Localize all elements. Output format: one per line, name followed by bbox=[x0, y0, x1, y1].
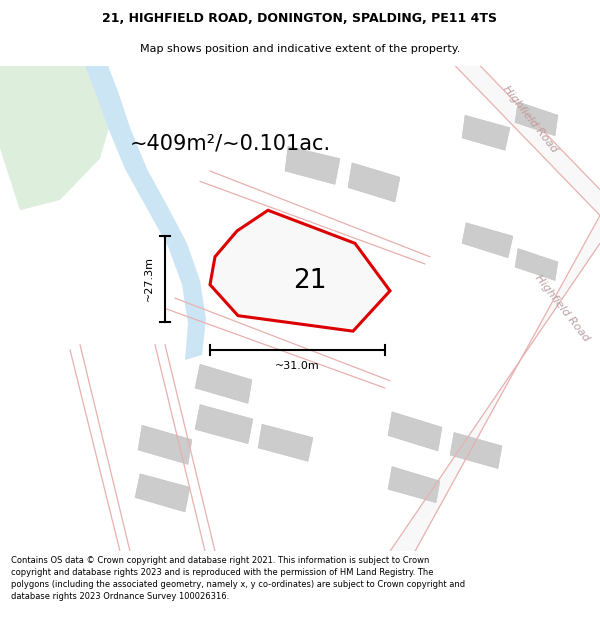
Text: ~31.0m: ~31.0m bbox=[275, 361, 320, 371]
Polygon shape bbox=[348, 162, 400, 202]
Polygon shape bbox=[138, 425, 192, 464]
Polygon shape bbox=[462, 222, 513, 258]
Polygon shape bbox=[0, 66, 115, 210]
Text: ~27.3m: ~27.3m bbox=[144, 256, 154, 301]
Polygon shape bbox=[455, 66, 600, 216]
Polygon shape bbox=[388, 466, 440, 503]
Text: 21: 21 bbox=[293, 268, 327, 294]
Text: Contains OS data © Crown copyright and database right 2021. This information is : Contains OS data © Crown copyright and d… bbox=[11, 556, 465, 601]
Text: Highfield Road: Highfield Road bbox=[533, 273, 591, 344]
Polygon shape bbox=[450, 432, 502, 469]
Polygon shape bbox=[515, 102, 558, 136]
Polygon shape bbox=[515, 249, 558, 281]
Polygon shape bbox=[195, 404, 253, 444]
Text: Map shows position and indicative extent of the property.: Map shows position and indicative extent… bbox=[140, 44, 460, 54]
Polygon shape bbox=[210, 210, 390, 331]
Polygon shape bbox=[285, 146, 340, 184]
Polygon shape bbox=[390, 216, 600, 551]
Polygon shape bbox=[195, 364, 252, 404]
Polygon shape bbox=[135, 474, 190, 512]
Text: ~409m²/~0.101ac.: ~409m²/~0.101ac. bbox=[130, 133, 331, 153]
Polygon shape bbox=[388, 412, 442, 451]
Text: 21, HIGHFIELD ROAD, DONINGTON, SPALDING, PE11 4TS: 21, HIGHFIELD ROAD, DONINGTON, SPALDING,… bbox=[103, 12, 497, 25]
Polygon shape bbox=[258, 424, 313, 461]
Polygon shape bbox=[462, 115, 510, 151]
Text: Highfield Road: Highfield Road bbox=[501, 84, 559, 154]
Polygon shape bbox=[85, 66, 206, 360]
